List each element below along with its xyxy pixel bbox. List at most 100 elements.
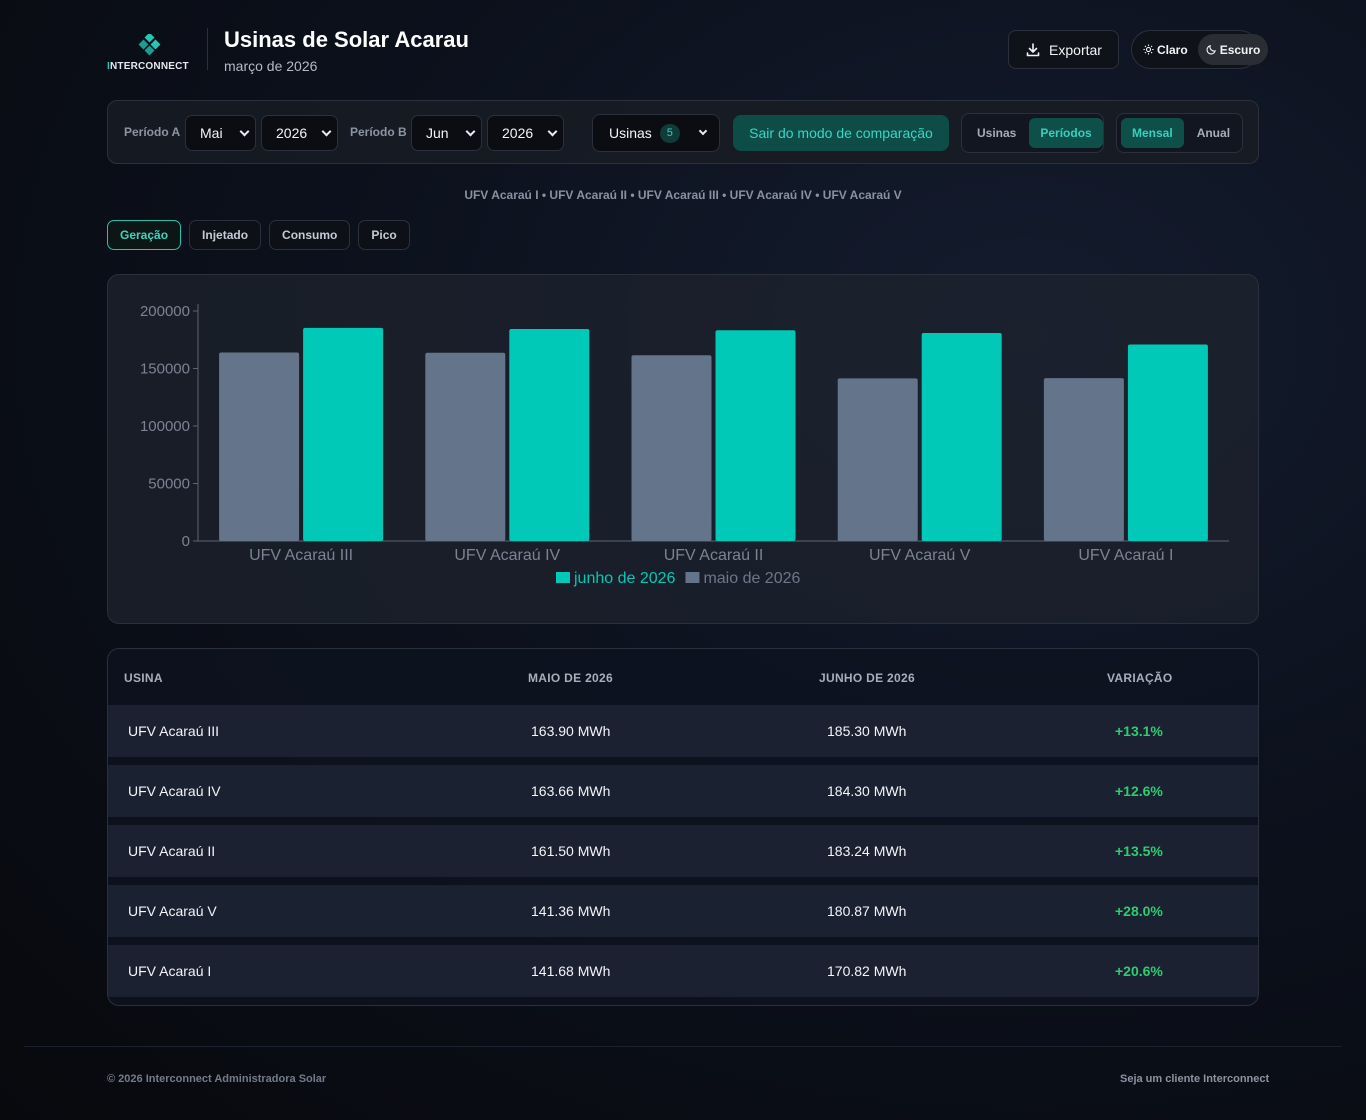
cell-period-b: 184.30 MWh xyxy=(827,783,907,799)
y-tick-label: 50000 xyxy=(148,476,190,493)
chevron-down-icon xyxy=(239,126,250,136)
logo: INTERCONNECT xyxy=(107,32,193,72)
page-subtitle: março de 2026 xyxy=(224,58,318,74)
y-tick-label: 150000 xyxy=(140,361,190,378)
logo-text: INTERCONNECT xyxy=(107,61,189,72)
x-tick-label: UFV Acaraú I xyxy=(1078,547,1173,564)
theme-toggle: Claro Escuro xyxy=(1131,30,1269,69)
usinas-count-badge: 5 xyxy=(659,123,680,143)
cell-period-b: 185.30 MWh xyxy=(827,723,907,739)
y-tick-label: 100000 xyxy=(140,418,190,435)
table-header: USINA MAIO DE 2026 JUNHO DE 2026 VARIAÇÃ… xyxy=(108,649,1258,705)
comparison-table: USINA MAIO DE 2026 JUNHO DE 2026 VARIAÇÃ… xyxy=(107,648,1259,1006)
legend-label: maio de 2026 xyxy=(703,570,800,587)
cell-usina: UFV Acaraú V xyxy=(128,903,217,919)
bar-series-b xyxy=(921,332,1002,541)
table-row: UFV Acaraú III 163.90 MWh 185.30 MWh +13… xyxy=(108,705,1258,757)
cell-usina: UFV Acaraú II xyxy=(128,843,216,859)
y-tick-label: 200000 xyxy=(140,303,190,320)
cell-period-a: 141.68 MWh xyxy=(531,963,611,979)
logo-mark-icon xyxy=(138,34,161,56)
x-tick-label: UFV Acaraú III xyxy=(249,547,353,564)
bar-series-a xyxy=(425,352,506,541)
y-tick-label: 0 xyxy=(182,533,190,550)
cell-period-b: 183.24 MWh xyxy=(827,843,907,859)
bar-series-a xyxy=(631,355,712,541)
granularity-anual-option[interactable]: Anual xyxy=(1196,126,1231,140)
header-divider xyxy=(207,28,208,70)
th-period-b: JUNHO DE 2026 xyxy=(819,671,915,685)
cell-period-a: 163.90 MWh xyxy=(531,723,611,739)
period-b-month-select[interactable]: Jun xyxy=(411,115,482,151)
period-a-month-select[interactable]: Mai xyxy=(185,115,256,151)
chart-card: 0 50000 100000 150000 200000 UFV Acaraú III UF… xyxy=(107,274,1259,624)
page-title: Usinas de Solar Acarau xyxy=(224,27,469,52)
metric-tabs: Geração Injetado Consumo Pico xyxy=(107,220,410,250)
cell-variacao: +20.6% xyxy=(1115,963,1163,979)
period-b-year-select[interactable]: 2026 xyxy=(487,115,564,151)
th-period-a: MAIO DE 2026 xyxy=(528,671,613,685)
cell-usina: UFV Acaraú IV xyxy=(128,783,221,799)
table-row: UFV Acaraú II 161.50 MWh 183.24 MWh +13.… xyxy=(108,825,1258,877)
moon-icon xyxy=(1206,45,1216,55)
cell-usina: UFV Acaraú III xyxy=(128,723,220,739)
table-row: UFV Acaraú I 141.68 MWh 170.82 MWh +20.6… xyxy=(108,945,1258,997)
header: INTERCONNECT Usinas de Solar Acarau març… xyxy=(107,26,1269,76)
cell-variacao: +13.1% xyxy=(1115,723,1163,739)
bar-series-b xyxy=(1127,344,1208,541)
tab-consumo[interactable]: Consumo xyxy=(269,220,351,250)
selected-plants-list: UFV Acaraú I • UFV Acaraú II • UFV Acara… xyxy=(464,188,902,202)
period-a-label: Período A xyxy=(124,125,181,139)
table-row: UFV Acaraú V 141.36 MWh 180.87 MWh +28.0… xyxy=(108,885,1258,937)
footer-copyright: © 2026 Interconnect Administradora Solar xyxy=(107,1073,327,1085)
bar-series-b xyxy=(303,327,384,541)
cell-period-a: 163.66 MWh xyxy=(531,783,611,799)
sun-icon xyxy=(1143,44,1154,55)
compare-mode-segment: Usinas Períodos xyxy=(961,113,1104,153)
tab-injetado[interactable]: Injetado xyxy=(189,220,262,250)
footer-cta-link[interactable]: Seja um cliente Interconnect xyxy=(1120,1073,1270,1085)
chevron-down-icon xyxy=(547,126,558,136)
bar-series-a xyxy=(837,378,918,541)
bar-series-a xyxy=(219,352,300,541)
th-usina: USINA xyxy=(124,671,163,685)
download-icon xyxy=(1026,42,1040,56)
export-label: Exportar xyxy=(1049,41,1102,58)
mode-periodos-option[interactable]: Períodos xyxy=(1029,118,1103,148)
theme-light-option[interactable]: Claro xyxy=(1135,34,1196,65)
exit-compare-button[interactable]: Sair do modo de comparação xyxy=(733,115,949,151)
table-row: UFV Acaraú IV 163.66 MWh 184.30 MWh +12.… xyxy=(108,765,1258,817)
x-tick-label: UFV Acaraú IV xyxy=(454,547,560,564)
cell-variacao: +28.0% xyxy=(1115,903,1163,919)
cell-usina: UFV Acaraú I xyxy=(128,963,212,979)
th-variacao: VARIAÇÃO xyxy=(1107,671,1173,685)
chevron-down-icon xyxy=(465,126,476,136)
theme-dark-option[interactable]: Escuro xyxy=(1197,34,1269,65)
mode-usinas-option[interactable]: Usinas xyxy=(977,126,1017,140)
export-button[interactable]: Exportar xyxy=(1008,30,1119,69)
bar-series-a xyxy=(1043,378,1124,541)
legend-swatch xyxy=(556,572,570,583)
usinas-dropdown-button[interactable]: Usinas 5 xyxy=(592,114,720,152)
legend-label: junho de 2026 xyxy=(573,570,676,587)
bar-series-b xyxy=(715,330,796,541)
granularity-segment: Mensal Anual xyxy=(1116,113,1243,153)
footer-divider xyxy=(24,1046,1342,1047)
bar-series-b xyxy=(509,329,590,541)
chevron-down-icon xyxy=(698,126,708,136)
cell-period-b: 170.82 MWh xyxy=(827,963,907,979)
bar-chart: 0 50000 100000 150000 200000 UFV Acaraú III UF… xyxy=(140,303,1229,587)
period-a-year-select[interactable]: 2026 xyxy=(261,115,338,151)
cell-period-a: 161.50 MWh xyxy=(531,843,611,859)
cell-period-b: 180.87 MWh xyxy=(827,903,907,919)
legend-swatch xyxy=(685,572,700,583)
cell-variacao: +13.5% xyxy=(1115,843,1163,859)
chevron-down-icon xyxy=(321,126,332,136)
granularity-mensal-option[interactable]: Mensal xyxy=(1121,118,1184,148)
cell-period-a: 141.36 MWh xyxy=(531,903,611,919)
x-tick-label: UFV Acaraú V xyxy=(869,547,971,564)
tab-pico[interactable]: Pico xyxy=(358,220,410,250)
filter-toolbar: Período A Mai 2026 Período B Jun 2026 Us… xyxy=(107,100,1259,164)
tab-geracao[interactable]: Geração xyxy=(107,220,182,250)
period-b-label: Período B xyxy=(350,125,407,139)
